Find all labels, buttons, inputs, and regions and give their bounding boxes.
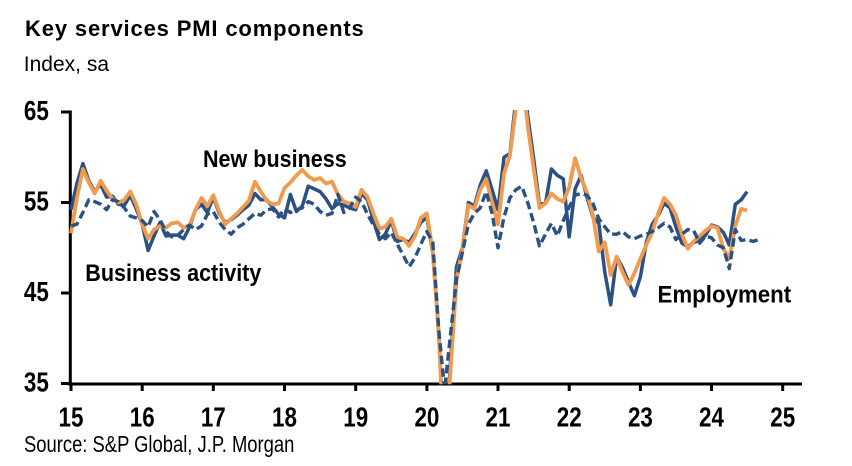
svg-text:45: 45 xyxy=(24,277,49,308)
svg-text:15: 15 xyxy=(59,402,84,433)
svg-text:22: 22 xyxy=(557,402,582,433)
svg-text:17: 17 xyxy=(201,402,226,433)
svg-text:65: 65 xyxy=(24,96,49,127)
svg-text:23: 23 xyxy=(628,402,653,433)
svg-text:Business activity: Business activity xyxy=(85,259,261,287)
svg-text:Employment: Employment xyxy=(658,281,792,308)
svg-text:24: 24 xyxy=(699,402,724,433)
svg-text:55: 55 xyxy=(24,186,49,217)
svg-text:35: 35 xyxy=(24,367,49,398)
svg-text:20: 20 xyxy=(414,402,439,433)
svg-text:19: 19 xyxy=(343,402,368,433)
svg-text:25: 25 xyxy=(770,402,795,433)
svg-text:New business: New business xyxy=(203,145,347,173)
svg-text:16: 16 xyxy=(130,402,155,433)
svg-text:18: 18 xyxy=(272,402,297,433)
svg-text:21: 21 xyxy=(486,402,511,433)
